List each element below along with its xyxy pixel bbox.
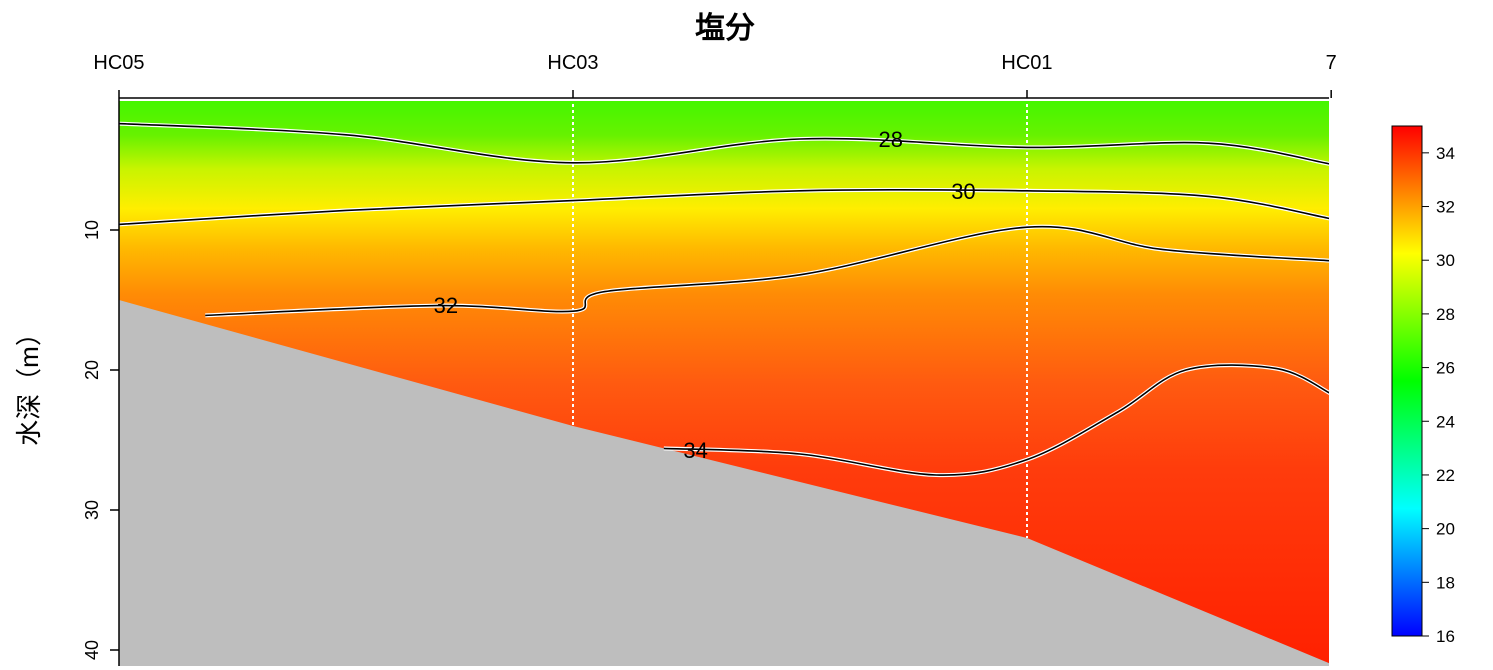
station-label: HC03 bbox=[547, 52, 598, 74]
contour-line bbox=[119, 189, 1329, 226]
contour-line bbox=[119, 122, 1329, 165]
y-axis-label: 水深（m） bbox=[14, 320, 44, 446]
plot-area: 28 30 32 34 bbox=[119, 98, 1329, 666]
y-tick-label: 10 bbox=[82, 220, 102, 240]
station-label: HC01 bbox=[1001, 52, 1052, 74]
station-label: HC05 bbox=[93, 52, 144, 74]
colorbar-tick-label: 22 bbox=[1436, 466, 1455, 485]
colorbar-tick-label: 30 bbox=[1436, 251, 1455, 270]
colorbar-tick-label: 20 bbox=[1436, 520, 1455, 539]
colorbar-tick-label: 34 bbox=[1436, 144, 1455, 163]
contour-label: 32 bbox=[434, 293, 458, 318]
colorbar-tick-label: 24 bbox=[1436, 412, 1455, 431]
colorbar bbox=[1391, 125, 1423, 637]
contour-line bbox=[663, 364, 1329, 476]
chart-title: 塩分 bbox=[695, 12, 755, 45]
station-labels: HC05 HC03 HC01 7 bbox=[93, 52, 1337, 98]
y-tick-label: 30 bbox=[82, 500, 102, 520]
colorbar-tick-label: 16 bbox=[1436, 627, 1455, 646]
y-tick-label: 40 bbox=[82, 640, 102, 660]
colorbar-tick-label: 32 bbox=[1436, 198, 1455, 217]
contour-lines: 28 30 32 34 bbox=[119, 121, 1329, 478]
y-axis-ticks: 10 20 30 40 bbox=[82, 220, 119, 660]
seabed-land bbox=[119, 300, 1329, 666]
contour-label: 28 bbox=[879, 127, 903, 152]
contour-label: 30 bbox=[951, 179, 975, 204]
colorbar-ticks: 16 18 20 22 24 26 28 30 32 34 bbox=[1422, 144, 1455, 646]
contour-label: 34 bbox=[683, 438, 707, 463]
station-lines bbox=[572, 98, 1028, 538]
y-tick-label: 20 bbox=[82, 360, 102, 380]
colorbar-tick-label: 18 bbox=[1436, 573, 1455, 592]
station-label: 7 bbox=[1326, 52, 1337, 74]
contour-line bbox=[205, 225, 1329, 317]
colorbar-tick-label: 26 bbox=[1436, 359, 1455, 378]
colorbar-tick-label: 28 bbox=[1436, 305, 1455, 324]
